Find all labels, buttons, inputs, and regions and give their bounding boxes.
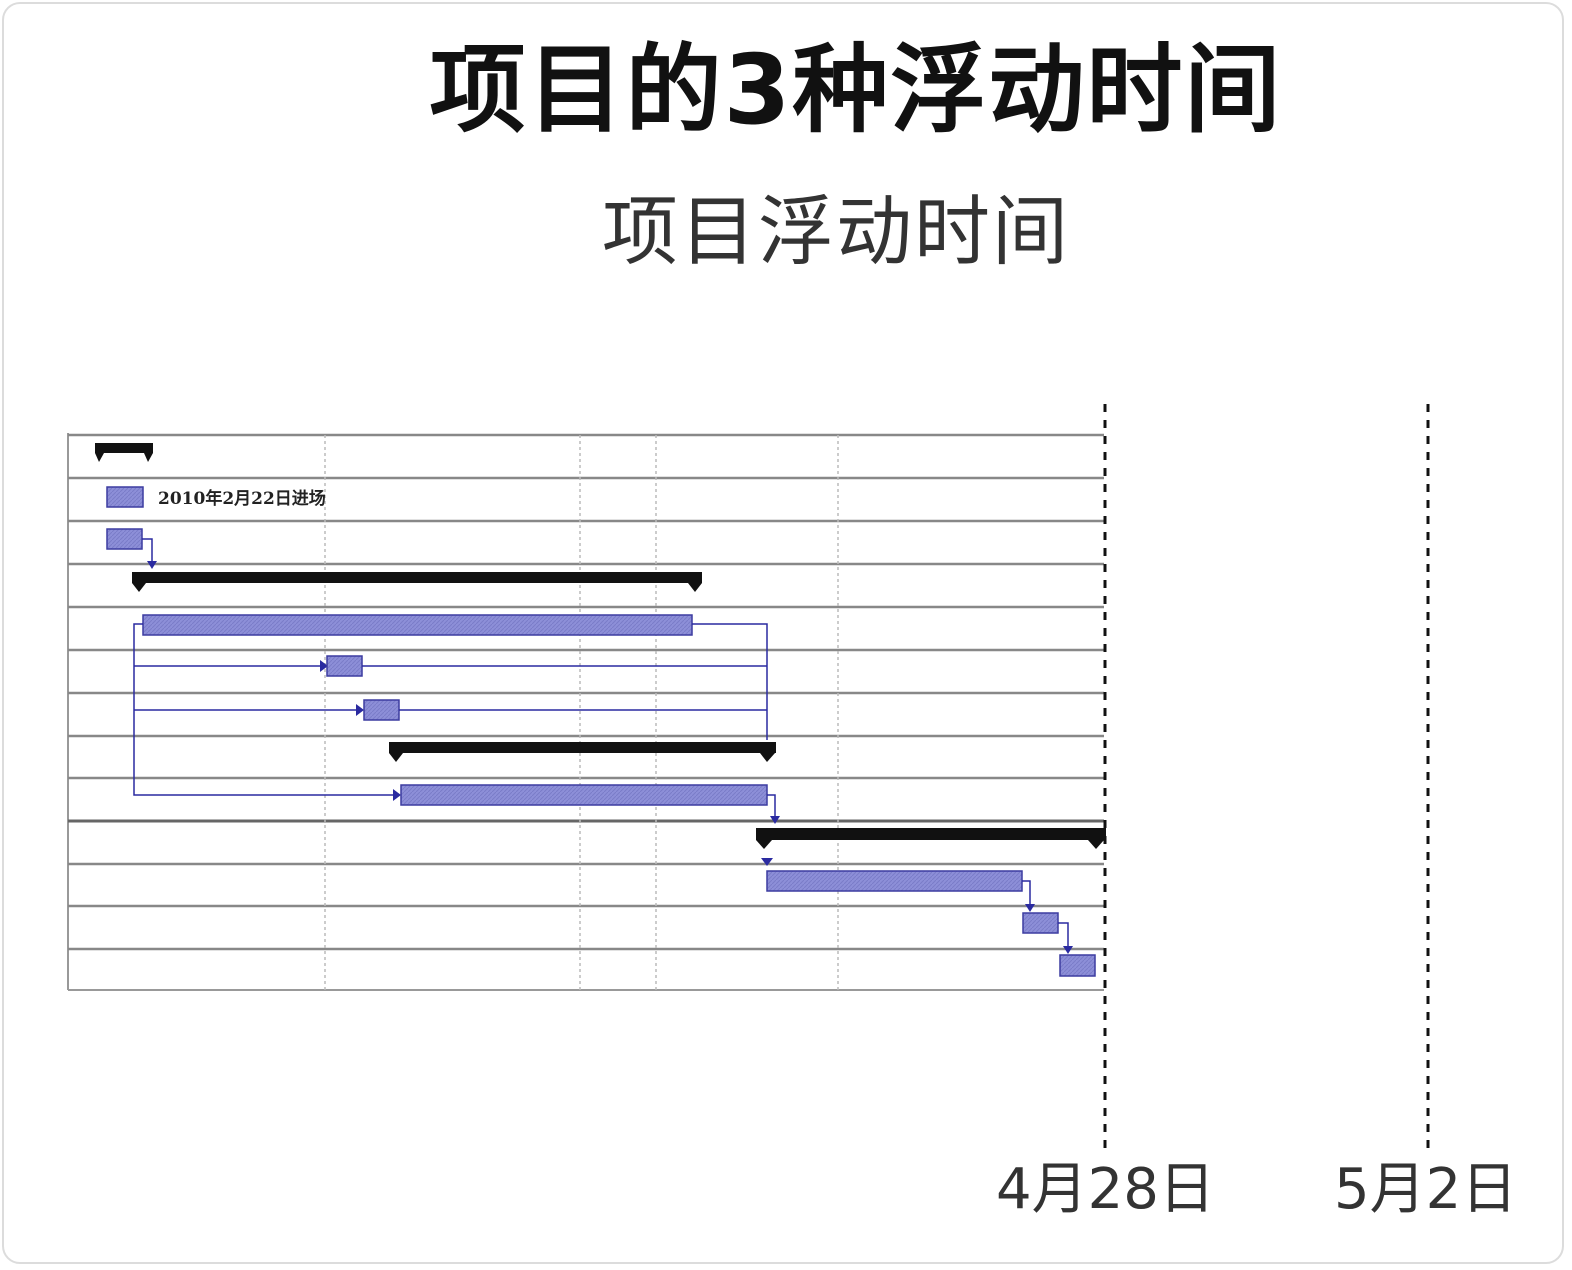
date-marker-label-1: 4月28日 <box>996 1157 1215 1222</box>
dependency-arrow <box>147 561 157 569</box>
dependency-arrow <box>320 660 328 672</box>
slide-subtitle: 项目浮动时间 <box>602 187 1070 276</box>
dependency-link <box>692 623 768 740</box>
dependency-link <box>1058 922 1069 948</box>
summary-bar <box>132 572 702 592</box>
task-bar <box>1059 954 1096 977</box>
gantt-grid <box>67 433 1104 991</box>
legend-label: 2010年2月22日进场 <box>158 488 326 509</box>
dependency-arrow <box>770 816 780 824</box>
task-bar <box>106 528 143 550</box>
task-bar <box>363 699 400 721</box>
task-bar <box>142 614 693 636</box>
dependency-link <box>1022 880 1031 906</box>
summary-bar <box>389 742 776 762</box>
task-bar <box>400 784 768 806</box>
task-bar <box>326 655 363 677</box>
summary-bar <box>756 828 1106 849</box>
dependency-arrow <box>1063 946 1073 954</box>
summary-bar <box>95 443 153 462</box>
date-marker-label-2: 5月2日 <box>1334 1157 1518 1222</box>
legend-swatch <box>106 486 144 508</box>
slide-title: 项目的3种浮动时间 <box>429 34 1283 146</box>
dependency-arrow <box>393 789 401 801</box>
dependency-arrow <box>356 704 364 716</box>
task-bar <box>766 870 1023 892</box>
dependency-link <box>767 794 776 818</box>
dependency-arrow <box>1025 904 1035 912</box>
dependency-link <box>142 538 153 563</box>
task-bar <box>1022 912 1059 934</box>
dependency-arrow <box>761 858 773 866</box>
